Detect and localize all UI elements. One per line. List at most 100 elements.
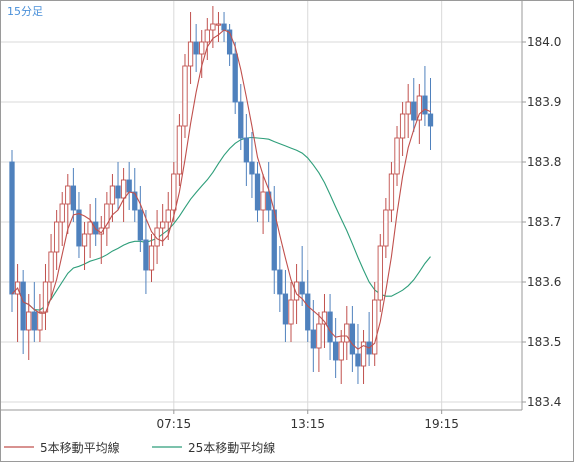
candle: [70, 168, 77, 222]
candle: [254, 162, 261, 222]
candle: [422, 66, 428, 126]
x-tick-label: 07:15: [157, 417, 192, 431]
candle-body: [399, 113, 406, 139]
candle: [411, 78, 417, 132]
candle-body: [394, 137, 400, 175]
y-axis-tick-labels: 184.0 183.9 183.8 183.7 183.6 183.5 183.4: [522, 35, 561, 409]
candle-body: [305, 293, 311, 331]
candle-body: [193, 41, 199, 55]
legend: 5本移動平均線 25本移動平均線: [4, 440, 275, 455]
y-tick-label: 183.7: [527, 215, 561, 229]
candle-body: [238, 101, 244, 139]
candle-body: [109, 185, 116, 205]
candle-body: [137, 209, 143, 241]
candle: [176, 114, 183, 186]
candle: [277, 246, 283, 312]
candle: [383, 198, 389, 258]
candle-body: [26, 311, 32, 331]
candle-body: [171, 173, 177, 211]
candle: [115, 162, 121, 210]
candle: [171, 162, 177, 222]
candle-body: [154, 227, 160, 247]
candle-body: [232, 53, 238, 103]
candle-body: [288, 299, 294, 325]
candle: [120, 168, 127, 222]
candle: [81, 222, 88, 270]
timeframe-label: 15分足: [7, 5, 43, 18]
candle: [299, 246, 305, 306]
candle: [154, 210, 160, 264]
y-tick-label: 183.5: [527, 335, 561, 349]
y-tick-label: 183.8: [527, 155, 561, 169]
candle-body: [332, 341, 339, 361]
candle-layer: [9, 6, 434, 384]
candle-body: [115, 185, 121, 199]
candle-body: [360, 341, 367, 367]
candle: [349, 306, 356, 372]
candle-body: [53, 221, 60, 253]
y-tick-label: 183.6: [527, 275, 561, 289]
candle-body: [37, 311, 43, 331]
candle: [31, 282, 37, 342]
candle-body: [277, 269, 283, 295]
candle: [388, 162, 395, 222]
y-tick-label: 183.9: [527, 95, 561, 109]
candle: [377, 234, 383, 312]
candle-body: [422, 95, 428, 115]
ma5-line: [11, 29, 431, 350]
candle: [160, 204, 166, 246]
candle-body: [344, 323, 350, 343]
y-tick-label: 183.4: [527, 395, 561, 409]
candle-body: [282, 293, 289, 325]
candle-body: [383, 209, 389, 247]
candle-body: [204, 29, 210, 43]
candle-body: [321, 311, 328, 325]
candle: [215, 12, 222, 42]
candle: [405, 84, 411, 138]
candle: [93, 198, 99, 246]
legend-label-ma5: 5本移動平均線: [40, 440, 120, 455]
x-axis-tick-labels: 07:15 13:15 19:15: [157, 410, 459, 431]
candle: [210, 6, 216, 48]
candle: [355, 324, 361, 384]
ma25-line: [11, 136, 431, 311]
candle-body: [327, 311, 333, 343]
candle: [338, 330, 344, 384]
x-tick-label: 13:15: [290, 417, 325, 431]
candle-body: [405, 101, 411, 115]
candle-body: [93, 221, 99, 235]
candle: [243, 114, 250, 186]
candle-body: [260, 191, 266, 211]
candle: [182, 54, 188, 138]
candle-body: [31, 311, 37, 331]
candle-body: [411, 101, 417, 121]
candle-body: [120, 179, 127, 199]
candle-body: [416, 95, 422, 121]
candle-body: [199, 41, 205, 55]
candle-body: [187, 41, 194, 67]
candle-body: [254, 173, 261, 211]
candle: [282, 270, 289, 342]
candle-body: [104, 203, 110, 229]
candle: [399, 102, 406, 156]
candle-body: [87, 221, 93, 235]
candle-body: [355, 353, 361, 367]
candle: [394, 126, 400, 186]
candle-body: [9, 161, 15, 295]
candle-body: [249, 161, 255, 175]
candle-body: [266, 191, 272, 211]
ma5-layer: [11, 29, 431, 350]
candle: [344, 306, 350, 360]
candle: [226, 24, 233, 66]
candle: [199, 30, 205, 78]
candle: [48, 234, 54, 300]
candle-body: [427, 113, 434, 127]
candle: [148, 234, 155, 282]
candle-body: [48, 251, 54, 283]
candle-body: [338, 341, 344, 361]
candle-body: [59, 203, 65, 223]
candle-body: [81, 233, 88, 247]
candle: [59, 192, 65, 246]
candle: [109, 174, 116, 222]
candle: [427, 78, 434, 150]
